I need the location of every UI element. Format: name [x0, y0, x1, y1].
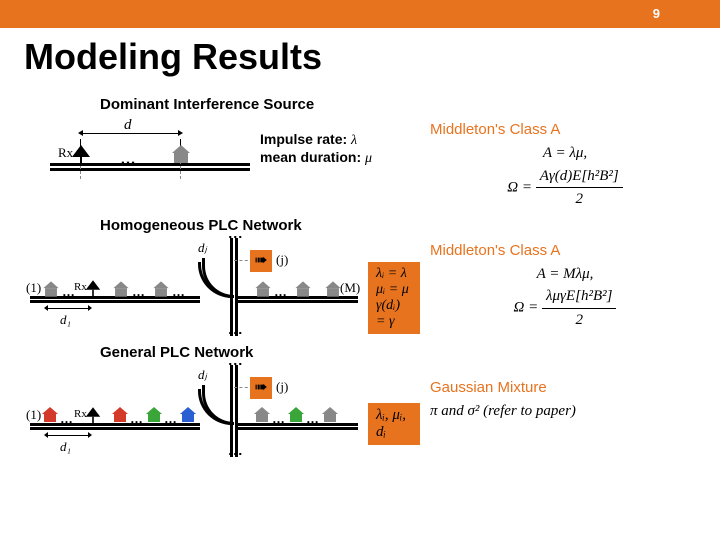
header-bar: 9: [0, 0, 720, 28]
arrow-icon: ➠: [250, 250, 272, 272]
formula-body-2: A = Mλμ, Ω = λμγE[h²B²] 2: [430, 263, 700, 332]
param-box-homogeneous: λᵢ = λ μᵢ = μ γ(dᵢ) = γ: [368, 262, 420, 334]
house-icon: [153, 281, 168, 296]
section-label-1: Dominant Interference Source: [0, 96, 720, 113]
arrow-icon: ➠: [250, 377, 272, 399]
house-icon: [172, 145, 190, 163]
formula-title-2: Middleton's Class A: [430, 242, 700, 259]
formula-title-3: Gaussian Mixture: [430, 379, 700, 396]
diagram-homogeneous: ⋮ ⋮ ➠ (j) dⱼ (1) Rx …: [20, 238, 420, 338]
house-blue-icon: [180, 407, 196, 423]
node-1-label: (1): [26, 407, 41, 423]
house-icon: [325, 281, 340, 296]
house-red-icon: [112, 407, 128, 423]
diagram-general: ⋮ ⋮ ➠ (j) dⱼ (1) Rx … … …: [20, 365, 420, 465]
param-box-general: λᵢ, μᵢ, dᵢ: [368, 403, 420, 445]
house-icon: [255, 281, 270, 296]
node-j-label: (j): [276, 252, 288, 268]
house-red-icon: [42, 407, 58, 423]
distance-label-d: d: [124, 117, 132, 134]
house-green-icon: [288, 407, 304, 423]
page-number: 9: [653, 6, 660, 21]
diagram-dominant: Rx d … Impulse rate: λ mean duration: μ: [20, 117, 400, 187]
house-gray-icon: [322, 407, 338, 423]
formula-body-1: A = λμ, Ω = Aγ(d)E[h²B²] 2: [430, 142, 700, 211]
impulse-params-box: Impulse rate: λ mean duration: μ: [256, 129, 376, 169]
node-1-label: (1): [26, 280, 41, 296]
node-j-label: (j): [276, 379, 288, 395]
rx-antenna-icon: [86, 280, 100, 298]
formula-title-1: Middleton's Class A: [430, 121, 700, 138]
distance-label-dj: dⱼ: [198, 240, 207, 256]
ellipsis: …: [120, 151, 138, 169]
distance-label-dj: dⱼ: [198, 367, 207, 383]
node-M-label: (M): [340, 280, 360, 296]
distance-label-d1: d₁: [60, 312, 71, 328]
rx-antenna-icon: [72, 145, 90, 167]
house-icon: [43, 281, 58, 296]
house-gray-icon: [254, 407, 270, 423]
house-green-icon: [146, 407, 162, 423]
house-icon: [295, 281, 310, 296]
formula-body-3: π and σ² (refer to paper): [430, 400, 700, 423]
distance-label-d1: d₁: [60, 439, 71, 455]
rx-label-1: Rx: [58, 145, 73, 161]
section-label-2: Homogeneous PLC Network: [0, 217, 720, 234]
house-icon: [113, 281, 128, 296]
rx-antenna-icon: [86, 407, 100, 425]
section-label-3: General PLC Network: [0, 344, 720, 361]
content-area: Dominant Interference Source Rx d …: [0, 96, 720, 465]
page-title: Modeling Results: [0, 28, 720, 90]
